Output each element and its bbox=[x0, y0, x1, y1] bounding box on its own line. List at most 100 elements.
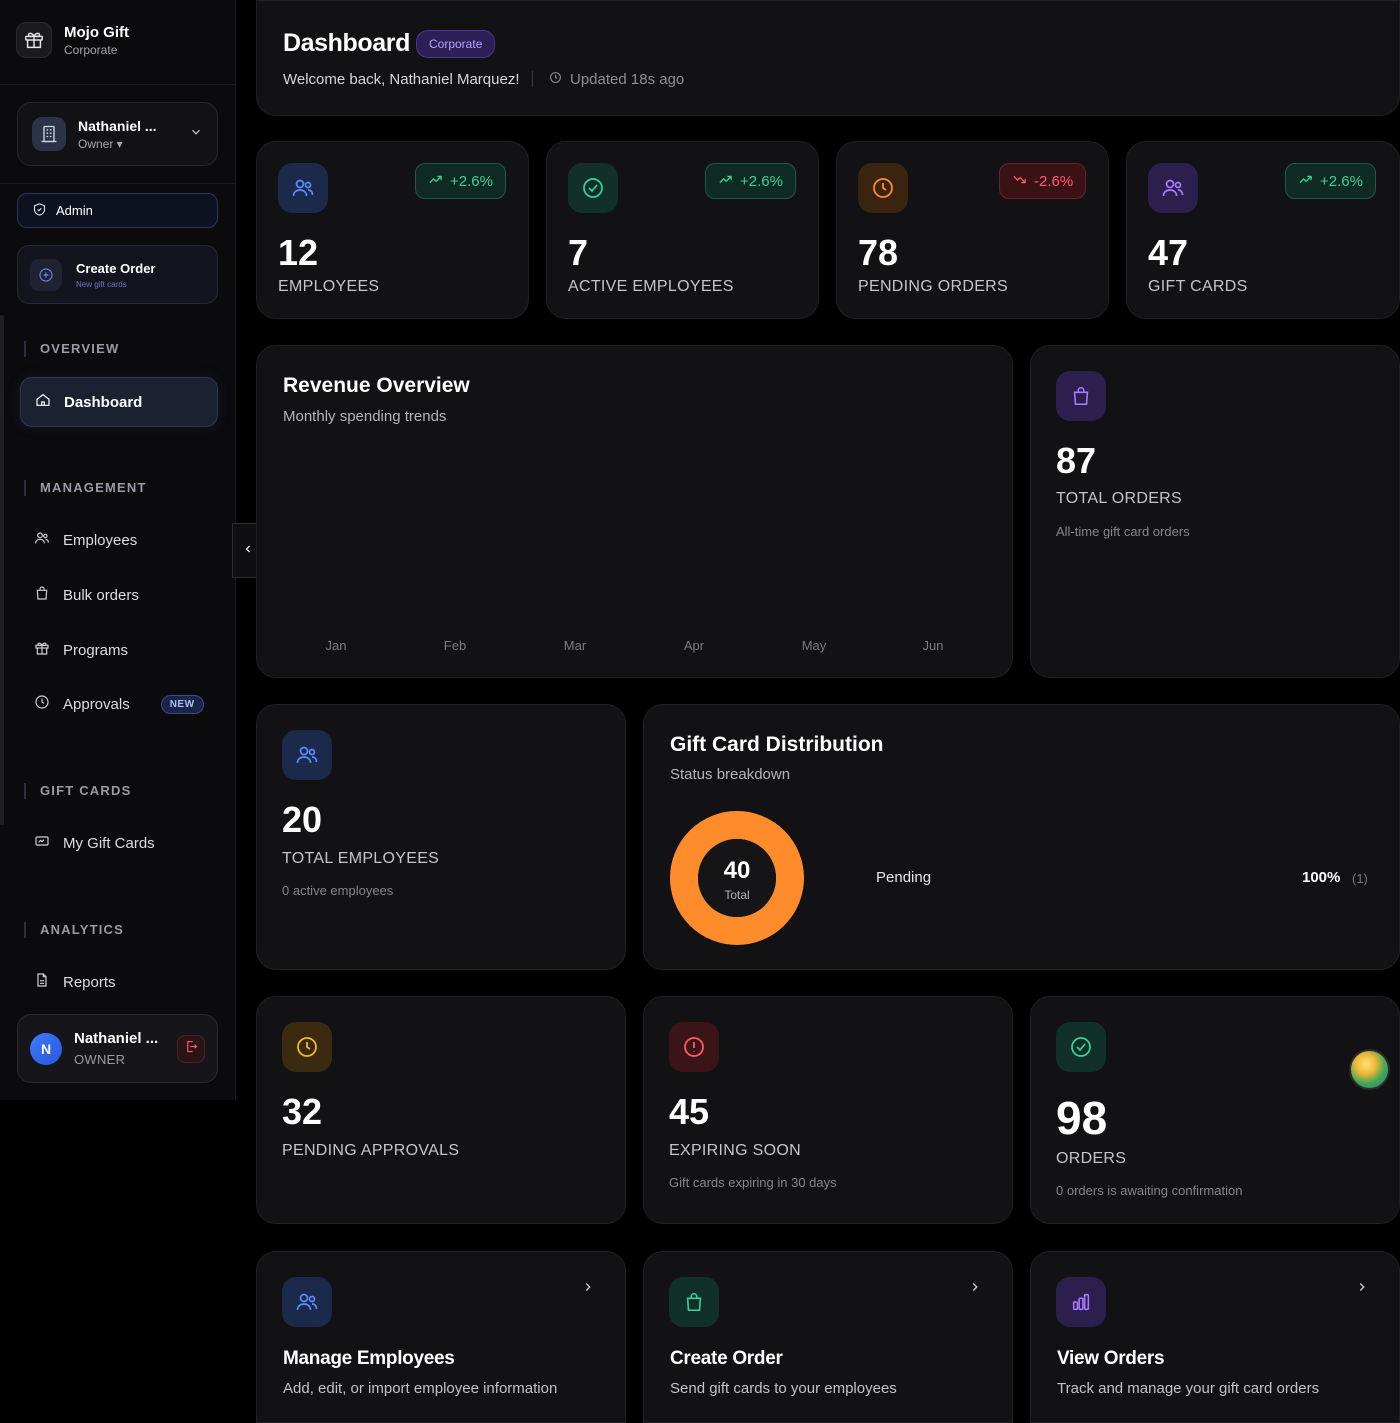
sidebar-item-programs[interactable]: Programs bbox=[34, 640, 128, 660]
sidebar-item-reports[interactable]: Reports bbox=[34, 972, 116, 992]
sidebar-item-my-gift-cards[interactable]: My Gift Cards bbox=[34, 833, 155, 853]
user-name: Nathaniel ... bbox=[74, 1030, 159, 1047]
donut-total-value: 40 bbox=[724, 857, 751, 884]
chevron-down-icon[interactable] bbox=[189, 125, 203, 144]
stat-value: 32 bbox=[282, 1091, 323, 1132]
sidebar-item-label: My Gift Cards bbox=[63, 834, 155, 852]
sidebar-item-label: Bulk orders bbox=[63, 586, 139, 604]
brand-subtitle: Corporate bbox=[64, 42, 118, 57]
section-analytics: ANALYTICS bbox=[24, 922, 124, 938]
sidebar: Mojo Gift Corporate Nathaniel ... Owner … bbox=[0, 0, 236, 1100]
trend-up-icon bbox=[718, 172, 733, 191]
sidebar-item-dashboard[interactable]: Dashboard bbox=[20, 377, 218, 427]
x-tick-label: May bbox=[801, 638, 827, 653]
legend-percent: 100% bbox=[1302, 869, 1341, 886]
x-tick-label: Feb bbox=[443, 638, 467, 653]
stat-value: 20 bbox=[282, 799, 323, 840]
sidebar-item-approvals[interactable]: Approvals NEW bbox=[34, 694, 204, 714]
user-profile-card[interactable]: N Nathaniel ... OWNER bbox=[17, 1014, 218, 1083]
sidebar-item-label: Dashboard bbox=[64, 393, 143, 411]
total-orders-card[interactable]: 87 TOTAL ORDERS All-time gift card order… bbox=[1030, 345, 1400, 678]
total-employees-card[interactable]: 20 TOTAL EMPLOYEES 0 active employees bbox=[256, 704, 626, 970]
action-subtitle: Track and manage your gift card orders bbox=[1057, 1380, 1320, 1397]
chart-subtitle: Monthly spending trends bbox=[283, 408, 447, 425]
shopping-bag-icon bbox=[1056, 371, 1106, 421]
welcome-text: Welcome back, Nathaniel Marquez! bbox=[283, 71, 520, 88]
stat-card-employees[interactable]: +2.6% 12 EMPLOYEES bbox=[256, 141, 529, 319]
sidebar-item-employees[interactable]: Employees bbox=[34, 530, 137, 550]
account-name: Nathaniel ... bbox=[78, 117, 157, 134]
chevron-right-icon bbox=[1355, 1280, 1369, 1299]
expiring-soon-card[interactable]: 45 EXPIRING SOON Gift cards expiring in … bbox=[643, 996, 1013, 1224]
stat-note: 0 active employees bbox=[282, 883, 394, 898]
sidebar-item-label: Employees bbox=[63, 531, 138, 549]
chart-subtitle: Status breakdown bbox=[670, 766, 791, 783]
x-tick-label: Jun bbox=[922, 638, 944, 653]
stat-card-active-employees[interactable]: +2.6% 7 ACTIVE EMPLOYEES bbox=[546, 141, 819, 319]
donut-slice-pending bbox=[670, 811, 804, 945]
trend-badge: -2.6% bbox=[999, 163, 1087, 199]
stat-note: All-time gift card orders bbox=[1056, 524, 1190, 539]
stat-value: 78 bbox=[858, 232, 899, 273]
action-subtitle: Send gift cards to your employees bbox=[670, 1380, 897, 1397]
donut-chart[interactable]: 40 Total bbox=[670, 811, 804, 945]
orders-card[interactable]: 98 ORDERS 0 orders is awaiting confirmat… bbox=[1030, 996, 1400, 1224]
trend-value: +2.6% bbox=[1320, 172, 1363, 190]
clock-icon bbox=[549, 71, 562, 88]
stat-note: Gift cards expiring in 30 days bbox=[669, 1175, 837, 1190]
stat-value: 87 bbox=[1056, 440, 1097, 481]
create-order-button[interactable]: Create Order New gift cards bbox=[17, 245, 218, 304]
stat-label: EMPLOYEES bbox=[278, 278, 380, 295]
plan-badge: Corporate bbox=[416, 30, 496, 58]
section-management: MANAGEMENT bbox=[24, 480, 147, 496]
stat-label: TOTAL ORDERS bbox=[1056, 490, 1182, 507]
account-switcher[interactable]: Nathaniel ... Owner ▾ bbox=[17, 102, 218, 166]
floating-avatar[interactable] bbox=[1349, 1049, 1390, 1090]
trend-up-icon bbox=[1298, 172, 1313, 191]
users-icon bbox=[282, 730, 332, 780]
legend-count: (1) bbox=[1352, 871, 1368, 886]
x-tick-label: Mar bbox=[563, 638, 587, 653]
stat-card-gift-cards[interactable]: +2.6% 47 GIFT CARDS bbox=[1126, 141, 1400, 319]
brand[interactable]: Mojo Gift Corporate bbox=[16, 22, 129, 58]
view-orders-card[interactable]: View Orders Track and manage your gift c… bbox=[1030, 1251, 1400, 1423]
stat-label: ORDERS bbox=[1056, 1150, 1127, 1167]
sidebar-item-label: Approvals bbox=[63, 695, 130, 713]
trend-value: -2.6% bbox=[1034, 172, 1074, 190]
users-icon bbox=[278, 163, 328, 213]
trend-badge: +2.6% bbox=[1285, 163, 1376, 199]
stat-label: GIFT CARDS bbox=[1148, 278, 1248, 295]
donut-center bbox=[698, 839, 776, 917]
home-icon bbox=[35, 392, 51, 412]
building-icon bbox=[32, 117, 66, 151]
trend-down-icon bbox=[1012, 172, 1027, 191]
manage-employees-card[interactable]: Manage Employees Add, edit, or import em… bbox=[256, 1251, 626, 1423]
stat-value: 98 bbox=[1056, 1092, 1108, 1144]
gift-icon bbox=[16, 22, 52, 58]
shopping-bag-icon bbox=[34, 585, 50, 605]
chevron-left-icon bbox=[242, 542, 254, 560]
create-order-card[interactable]: Create Order Send gift cards to your emp… bbox=[643, 1251, 1013, 1423]
user-role: OWNER bbox=[74, 1052, 126, 1067]
stat-card-pending-orders[interactable]: -2.6% 78 PENDING ORDERS bbox=[836, 141, 1109, 319]
bar-chart-icon bbox=[1056, 1277, 1106, 1327]
admin-button[interactable]: Admin bbox=[17, 193, 218, 228]
check-circle-icon bbox=[1056, 1022, 1106, 1072]
logout-icon bbox=[184, 1039, 199, 1059]
create-order-subtitle: New gift cards bbox=[76, 279, 127, 289]
donut-total-label: Total bbox=[724, 888, 749, 902]
revenue-overview-card: Revenue Overview Monthly spending trends… bbox=[256, 345, 1013, 678]
action-title: Create Order bbox=[670, 1348, 783, 1369]
action-subtitle: Add, edit, or import employee informatio… bbox=[283, 1380, 558, 1397]
sidebar-item-bulk-orders[interactable]: Bulk orders bbox=[34, 585, 139, 605]
trend-badge: +2.6% bbox=[415, 163, 506, 199]
clock-icon bbox=[858, 163, 908, 213]
sidebar-scrollbar[interactable] bbox=[0, 315, 4, 825]
action-title: View Orders bbox=[1057, 1348, 1165, 1369]
pending-approvals-card[interactable]: 32 PENDING APPROVALS bbox=[256, 996, 626, 1224]
page-title: Dashboard bbox=[283, 29, 410, 57]
new-badge: NEW bbox=[160, 694, 204, 714]
logout-button[interactable] bbox=[177, 1034, 205, 1063]
stat-value: 7 bbox=[568, 232, 589, 273]
shopping-bag-icon bbox=[669, 1277, 719, 1327]
